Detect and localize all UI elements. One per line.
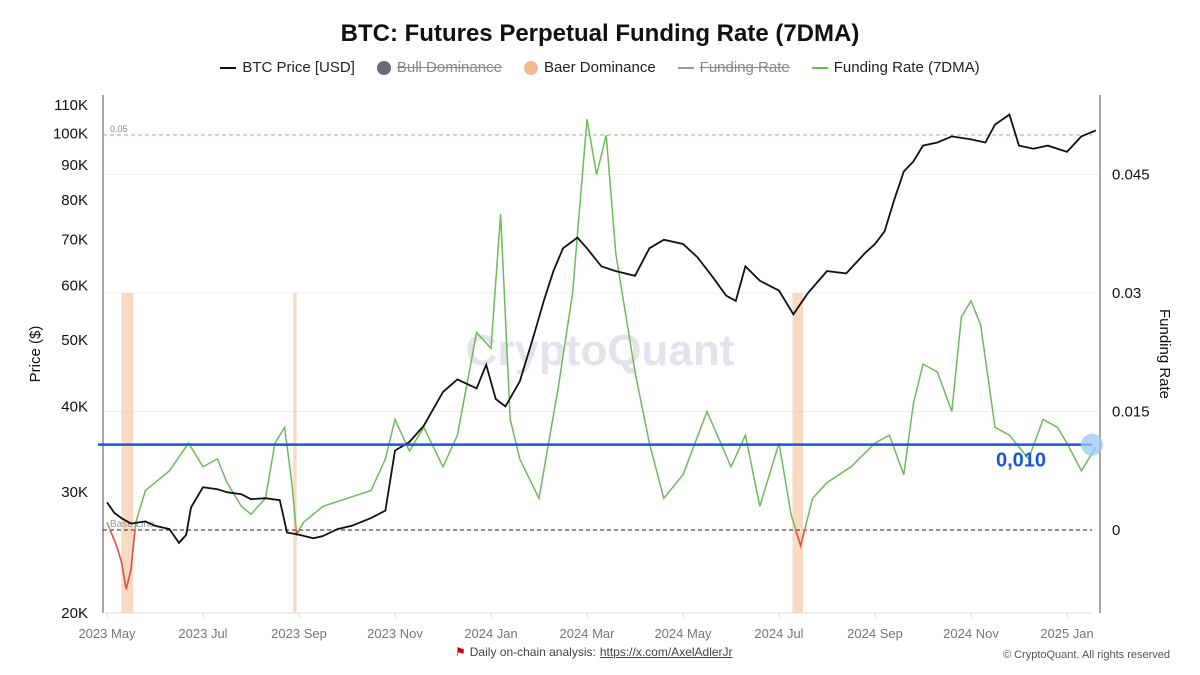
baseline-label: Base Line xyxy=(110,519,155,530)
y-tick-label: 110K xyxy=(54,97,88,114)
x-tick-label: 2023 Sep xyxy=(271,626,327,641)
dot-swatch-icon xyxy=(523,60,538,75)
line-swatch-icon xyxy=(811,66,828,69)
funding-rate-7dma-line xyxy=(106,119,1097,590)
bear-dominance-band xyxy=(121,293,134,613)
line-swatch-icon xyxy=(220,66,237,69)
y-tick-label: 40K xyxy=(61,398,88,415)
y2-tick-label: 0.015 xyxy=(1112,404,1150,421)
y-tick-label: 90K xyxy=(61,157,88,174)
legend-label: Funding Rate xyxy=(699,59,790,76)
copyright: © CryptoQuant. All rights reserved xyxy=(1002,649,1170,661)
y-tick-label: 80K xyxy=(61,192,88,209)
y-tick-label: 30K xyxy=(61,484,88,501)
line-swatch-icon xyxy=(677,66,694,69)
legend-item-bull-dominance[interactable]: Bull Dominance xyxy=(376,59,502,76)
x-tick-label: 2023 Nov xyxy=(367,626,423,641)
watermark: CryptoQuant xyxy=(466,326,735,375)
annotation-label: 0,010 xyxy=(996,450,1046,472)
flag-icon: ⚑ xyxy=(455,645,466,659)
y-tick-label: 20K xyxy=(61,605,88,622)
footer-text: Daily on-chain analysis: xyxy=(469,645,596,659)
y-tick-label: 70K xyxy=(61,232,88,249)
legend-label: Baer Dominance xyxy=(543,59,656,76)
y-tick-label: 50K xyxy=(61,332,88,349)
y2-tick-label: 0 xyxy=(1112,522,1120,539)
y-tick-label: 60K xyxy=(61,278,88,295)
footer-link[interactable]: https://x.com/AxelAdlerJr xyxy=(599,645,733,659)
dot-swatch-icon xyxy=(376,60,391,75)
legend-item-funding-rate-7dma[interactable]: Funding Rate (7DMA) xyxy=(811,59,980,76)
chart-title: BTC: Futures Perpetual Funding Rate (7DM… xyxy=(340,20,860,47)
bear-dominance-band xyxy=(293,293,297,613)
x-tick-label: 2024 Nov xyxy=(943,626,999,641)
annotation-marker xyxy=(1081,433,1103,456)
y-axis-label: Price ($) xyxy=(27,326,44,383)
x-tick-label: 2024 May xyxy=(654,626,712,641)
x-tick-label: 2023 Jul xyxy=(178,626,227,641)
y2-tick-label: 0.045 xyxy=(1112,167,1150,184)
x-tick-label: 2024 Sep xyxy=(847,626,903,641)
legend-item-funding-rate[interactable]: Funding Rate xyxy=(677,59,790,76)
btc-price-line xyxy=(106,113,1097,545)
legend-label: BTC Price [USD] xyxy=(242,59,355,76)
x-tick-label: 2025 Jan xyxy=(1040,626,1094,641)
x-tick-label: 2024 Jan xyxy=(464,626,518,641)
legend-item-baer-dominance[interactable]: Baer Dominance xyxy=(523,59,656,76)
legend-label: Bull Dominance xyxy=(396,59,502,76)
legend-item-btc-price[interactable]: BTC Price [USD] xyxy=(220,59,355,76)
x-tick-label: 2024 Jul xyxy=(754,626,803,641)
legend: BTC Price [USD] Bull Dominance Baer Domi… xyxy=(0,59,1200,76)
x-tick-label: 2023 May xyxy=(78,626,136,641)
legend-label: Funding Rate (7DMA) xyxy=(833,59,980,76)
y-tick-label: 100K xyxy=(53,125,88,142)
y2-axis-label: Funding Rate xyxy=(1156,309,1173,399)
footer: ⚑ Daily on-chain analysis: https://x.com… xyxy=(455,645,733,659)
upper-line-label: 0.05 xyxy=(110,124,128,134)
x-tick-label: 2024 Mar xyxy=(560,626,616,641)
y2-tick-label: 0.03 xyxy=(1112,285,1141,302)
bear-dominance-band xyxy=(792,293,803,613)
